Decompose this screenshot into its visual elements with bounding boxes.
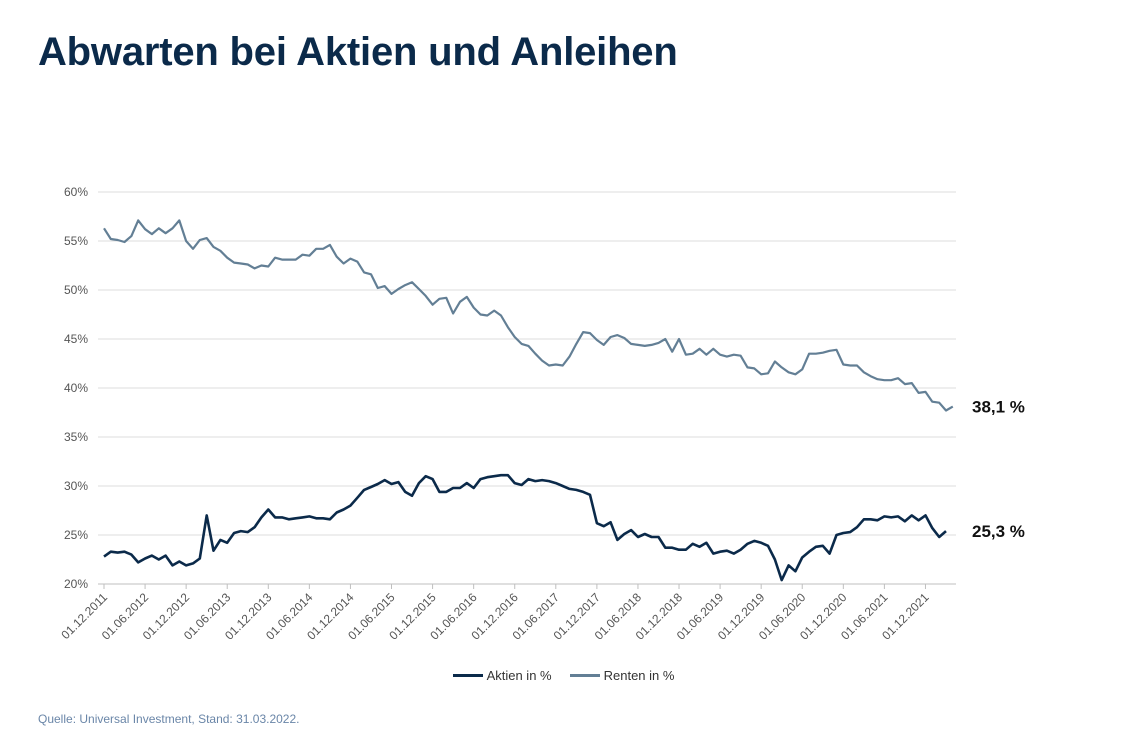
end-label-renten: 38,1 % <box>972 398 1025 417</box>
y-tick-label: 25% <box>64 528 88 542</box>
y-tick-label: 20% <box>64 577 88 591</box>
chart-legend: Aktien in % Renten in % <box>0 668 1127 683</box>
legend-label-renten: Renten in % <box>603 668 675 683</box>
end-labels: 25,3 % 38,1 % <box>972 398 1025 541</box>
y-tick-label: 40% <box>64 381 88 395</box>
legend-item-renten: Renten in % <box>569 668 675 683</box>
y-tick-label: 30% <box>64 479 88 493</box>
legend-item-aktien: Aktien in % <box>452 668 552 683</box>
y-tick-label: 60% <box>64 185 88 199</box>
y-tick-label: 45% <box>64 332 88 346</box>
x-axis-ticks: 01.12.201101.06.201201.12.201201.06.2013… <box>58 584 932 643</box>
legend-swatch-aktien <box>452 674 483 677</box>
grid-lines <box>98 191 956 585</box>
end-label-aktien: 25,3 % <box>972 522 1025 541</box>
y-tick-label: 35% <box>64 430 88 444</box>
series-line-aktien <box>103 473 947 582</box>
source-note: Quelle: Universal Investment, Stand: 31.… <box>38 712 300 726</box>
y-tick-label: 55% <box>64 234 88 248</box>
legend-label-aktien: Aktien in % <box>486 668 552 683</box>
chart-title: Abwarten bei Aktien und Anleihen <box>38 30 678 74</box>
y-axis-ticks: 20% 25% 30% 35% 40% 45% 50% 55% 60% <box>64 185 88 591</box>
legend-swatch-renten <box>569 674 600 677</box>
series-line-renten <box>103 219 954 412</box>
y-tick-label: 50% <box>64 283 88 297</box>
series-lines <box>103 219 954 582</box>
